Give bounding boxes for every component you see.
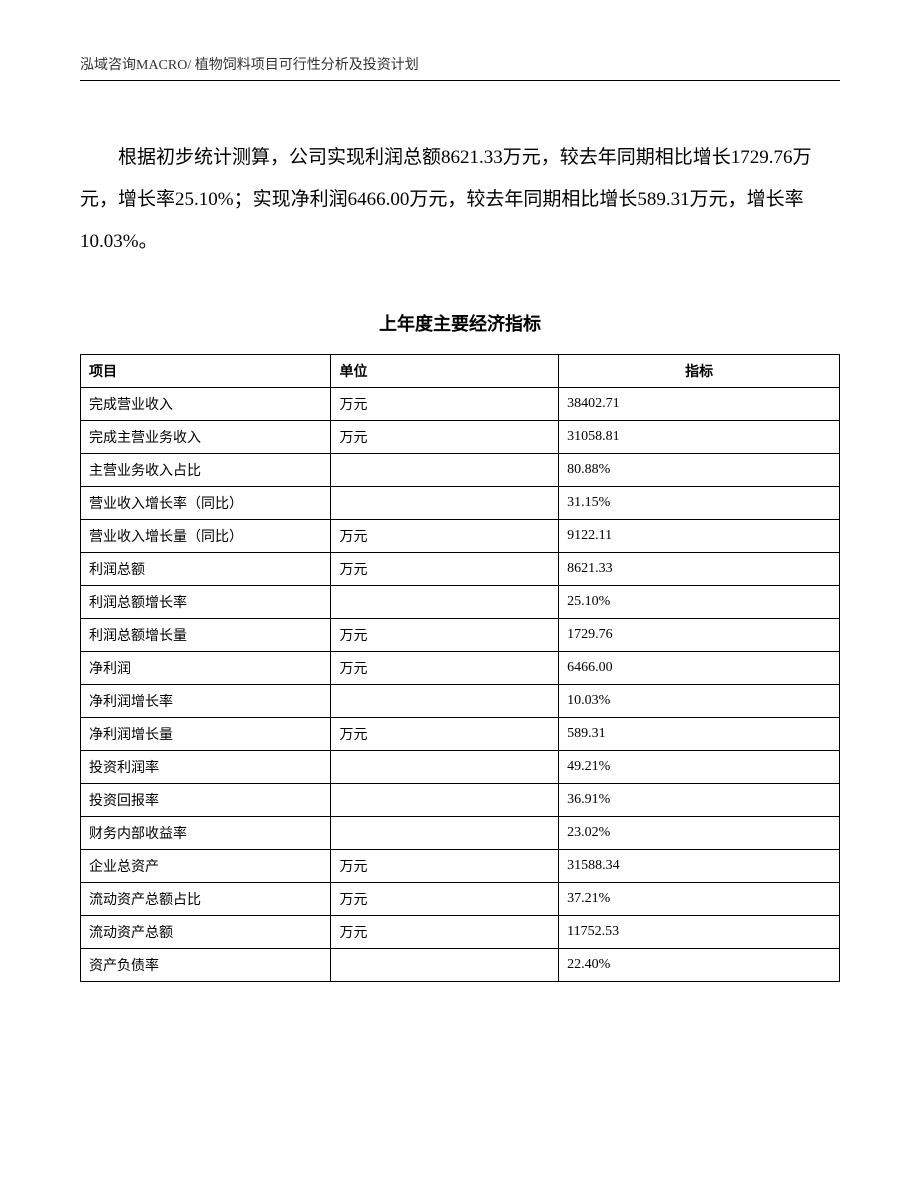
table-row: 财务内部收益率 23.02% (81, 817, 840, 850)
cell-unit: 万元 (331, 520, 559, 553)
table-row: 投资利润率 49.21% (81, 751, 840, 784)
cell-name: 投资回报率 (81, 784, 331, 817)
table-row: 利润总额万元8621.33 (81, 553, 840, 586)
cell-value: 9122.11 (559, 520, 840, 553)
cell-value: 49.21% (559, 751, 840, 784)
table-header-row: 项目 单位 指标 (81, 355, 840, 388)
table-row: 资产负债率 22.40% (81, 949, 840, 982)
cell-value: 1729.76 (559, 619, 840, 652)
cell-unit (331, 784, 559, 817)
cell-name: 财务内部收益率 (81, 817, 331, 850)
table-row: 利润总额增长率 25.10% (81, 586, 840, 619)
cell-name: 净利润 (81, 652, 331, 685)
cell-name: 利润总额增长率 (81, 586, 331, 619)
cell-name: 净利润增长率 (81, 685, 331, 718)
table-row: 企业总资产万元31588.34 (81, 850, 840, 883)
cell-value: 10.03% (559, 685, 840, 718)
cell-name: 完成营业收入 (81, 388, 331, 421)
table-row: 净利润增长量万元589.31 (81, 718, 840, 751)
cell-value: 589.31 (559, 718, 840, 751)
cell-name: 流动资产总额 (81, 916, 331, 949)
table-row: 营业收入增长率（同比） 31.15% (81, 487, 840, 520)
cell-name: 营业收入增长量（同比） (81, 520, 331, 553)
page-header: 泓域咨询MACRO/ 植物饲料项目可行性分析及投资计划 (80, 54, 840, 81)
table-row: 投资回报率 36.91% (81, 784, 840, 817)
cell-unit (331, 817, 559, 850)
table-row: 主营业务收入占比 80.88% (81, 454, 840, 487)
cell-name: 利润总额增长量 (81, 619, 331, 652)
cell-value: 23.02% (559, 817, 840, 850)
cell-unit: 万元 (331, 388, 559, 421)
summary-paragraph: 根据初步统计测算，公司实现利润总额8621.33万元，较去年同期相比增长1729… (80, 137, 840, 262)
cell-unit: 万元 (331, 553, 559, 586)
cell-unit (331, 586, 559, 619)
table-row: 营业收入增长量（同比）万元9122.11 (81, 520, 840, 553)
cell-value: 11752.53 (559, 916, 840, 949)
cell-name: 投资利润率 (81, 751, 331, 784)
cell-unit (331, 949, 559, 982)
cell-value: 31.15% (559, 487, 840, 520)
table-row: 流动资产总额占比万元37.21% (81, 883, 840, 916)
cell-unit: 万元 (331, 421, 559, 454)
cell-value: 6466.00 (559, 652, 840, 685)
cell-unit: 万元 (331, 718, 559, 751)
cell-value: 36.91% (559, 784, 840, 817)
cell-unit (331, 685, 559, 718)
table-row: 利润总额增长量万元1729.76 (81, 619, 840, 652)
cell-value: 8621.33 (559, 553, 840, 586)
cell-value: 38402.71 (559, 388, 840, 421)
cell-unit: 万元 (331, 850, 559, 883)
cell-name: 企业总资产 (81, 850, 331, 883)
cell-unit: 万元 (331, 883, 559, 916)
table-row: 净利润增长率 10.03% (81, 685, 840, 718)
col-header-name: 项目 (81, 355, 331, 388)
col-header-unit: 单位 (331, 355, 559, 388)
cell-name: 资产负债率 (81, 949, 331, 982)
table-row: 净利润万元6466.00 (81, 652, 840, 685)
cell-name: 营业收入增长率（同比） (81, 487, 331, 520)
cell-name: 净利润增长量 (81, 718, 331, 751)
cell-unit (331, 487, 559, 520)
table-row: 完成主营业务收入万元31058.81 (81, 421, 840, 454)
cell-name: 完成主营业务收入 (81, 421, 331, 454)
cell-unit (331, 751, 559, 784)
cell-value: 22.40% (559, 949, 840, 982)
cell-value: 80.88% (559, 454, 840, 487)
cell-unit: 万元 (331, 916, 559, 949)
cell-value: 37.21% (559, 883, 840, 916)
cell-value: 31058.81 (559, 421, 840, 454)
cell-value: 25.10% (559, 586, 840, 619)
table-title: 上年度主要经济指标 (80, 310, 840, 336)
cell-name: 流动资产总额占比 (81, 883, 331, 916)
cell-unit: 万元 (331, 619, 559, 652)
cell-unit: 万元 (331, 652, 559, 685)
cell-value: 31588.34 (559, 850, 840, 883)
cell-name: 利润总额 (81, 553, 331, 586)
table-row: 完成营业收入万元38402.71 (81, 388, 840, 421)
col-header-value: 指标 (559, 355, 840, 388)
cell-unit (331, 454, 559, 487)
cell-name: 主营业务收入占比 (81, 454, 331, 487)
economic-indicators-table: 项目 单位 指标 完成营业收入万元38402.71完成主营业务收入万元31058… (80, 354, 840, 982)
table-row: 流动资产总额万元11752.53 (81, 916, 840, 949)
